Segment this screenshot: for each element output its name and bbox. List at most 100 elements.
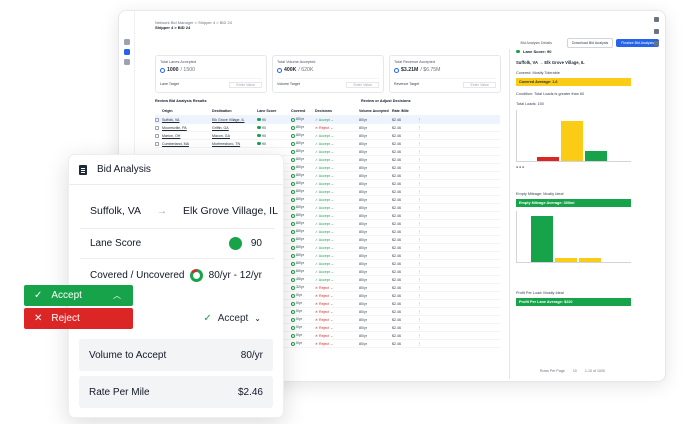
volume-target-input[interactable]: Enter Value bbox=[346, 82, 379, 88]
more-icon[interactable]: ⋮ bbox=[418, 197, 422, 202]
table-row[interactable]: 80/yr ✓ Accept ⌄ 80/yr $2.46 ⋮ bbox=[155, 180, 500, 188]
volume-cell[interactable]: 80/yr bbox=[359, 173, 367, 178]
rate-cell[interactable]: $2.46 bbox=[392, 341, 401, 346]
volume-cell[interactable]: 80/yr bbox=[359, 245, 367, 250]
destination-cell[interactable]: Macon, GA bbox=[212, 133, 230, 138]
rate-cell[interactable]: $2.46 bbox=[392, 285, 401, 290]
decision-select[interactable]: ✕ Reject ⌄ bbox=[315, 293, 334, 298]
decision-select[interactable]: ✓ Accept ⌄ bbox=[315, 277, 334, 282]
more-icon[interactable]: ⋮ bbox=[418, 245, 422, 250]
more-icon[interactable]: ⋮ bbox=[418, 189, 422, 194]
volume-cell[interactable]: 80/yr bbox=[359, 285, 367, 290]
table-row[interactable]: 80/yr ✓ Accept ⌄ 80/yr $2.46 ⋮ bbox=[155, 156, 500, 164]
rate-cell[interactable]: $2.46 bbox=[392, 197, 401, 202]
more-icon[interactable]: ⋮ bbox=[418, 133, 422, 138]
home-icon[interactable] bbox=[124, 39, 130, 45]
destination-cell[interactable]: Elk Grove Village, IL bbox=[212, 117, 245, 122]
rate-cell[interactable]: $2.46 bbox=[392, 317, 401, 322]
rate-cell[interactable]: $2.46 bbox=[392, 325, 401, 330]
more-icon[interactable]: ⋮ bbox=[418, 141, 422, 146]
volume-cell[interactable]: 80/yr bbox=[359, 253, 367, 258]
rate-cell[interactable]: $2.46 bbox=[392, 165, 401, 170]
rows-per-page-select[interactable]: 10 bbox=[572, 369, 577, 373]
decision-select[interactable]: ✕ Reject ⌄ bbox=[315, 301, 334, 306]
table-row[interactable]: 80/yr ✓ Accept ⌄ 80/yr $2.46 ⋮ bbox=[155, 252, 500, 260]
rate-cell[interactable]: $2.46 bbox=[392, 293, 401, 298]
decision-select[interactable]: ✓ Accept ⌄ bbox=[315, 197, 334, 202]
table-row[interactable]: Suffolk, VA Elk Grove Village, IL 90 80/yr ✓… bbox=[155, 116, 500, 124]
more-icon[interactable]: ⋮ bbox=[418, 325, 422, 330]
finalize-button[interactable]: Finalize Bid Analysis bbox=[616, 39, 659, 47]
rate-cell[interactable]: $2.46 bbox=[392, 221, 401, 226]
rate-cell[interactable]: $2.46 bbox=[392, 333, 401, 338]
origin-cell[interactable]: Mooresville, PA bbox=[162, 125, 187, 130]
volume-cell[interactable]: 80/yr bbox=[359, 293, 367, 298]
volume-cell[interactable]: 80/yr bbox=[359, 309, 367, 314]
volume-cell[interactable]: 80/yr bbox=[359, 333, 367, 338]
decision-select[interactable]: ✕ Reject ⌄ bbox=[315, 309, 334, 314]
row-checkbox[interactable] bbox=[155, 125, 159, 130]
rate-cell[interactable]: $2.46 bbox=[392, 277, 401, 282]
table-row[interactable]: Mooresville, PA Griffin, GA 90 80/yr ✕ Rejec… bbox=[155, 124, 500, 132]
decision-select[interactable]: ✓ Accept ⌄ bbox=[315, 245, 334, 250]
more-icon[interactable]: ⋮ bbox=[418, 205, 422, 210]
revenue-target-input[interactable]: Enter Value bbox=[463, 82, 496, 88]
chart-icon[interactable] bbox=[124, 59, 130, 65]
lane-target-input[interactable]: Enter Value bbox=[229, 82, 262, 88]
table-row[interactable]: 80/yr ✓ Accept ⌄ 80/yr $2.46 ⋮ bbox=[155, 260, 500, 268]
origin-cell[interactable]: Marion, OH bbox=[162, 133, 181, 138]
rate-cell[interactable]: $2.46 bbox=[392, 173, 401, 178]
table-row[interactable]: 0/yr ✕ Reject ⌄ 80/yr $2.46 ⋮ bbox=[155, 340, 500, 348]
rate-cell[interactable]: $2.46 bbox=[392, 237, 401, 242]
table-row[interactable]: 80/yr ✓ Accept ⌄ 80/yr $2.46 ⋮ bbox=[155, 236, 500, 244]
more-icon[interactable]: ⋮ bbox=[418, 229, 422, 234]
decision-select[interactable]: ✓ Accept ⌄ bbox=[315, 141, 334, 146]
bid-analysis-details-link[interactable]: Bid Analysis Details bbox=[520, 41, 552, 45]
decision-select[interactable]: ✓ Accept ⌄ bbox=[315, 149, 334, 154]
decision-select[interactable]: ✓ Accept ⌄ bbox=[315, 253, 334, 258]
decision-select[interactable]: ✕ Reject ⌄ bbox=[315, 333, 334, 338]
decision-select[interactable]: ✕ Reject ⌄ bbox=[315, 341, 334, 346]
table-row[interactable]: 0/yr ✕ Reject ⌄ 80/yr $2.46 ⋮ bbox=[155, 300, 500, 308]
rate-cell[interactable]: $2.46 bbox=[392, 157, 401, 162]
table-row[interactable]: 0/yr ✕ Reject ⌄ 80/yr $2.46 ⋮ bbox=[155, 292, 500, 300]
decision-select[interactable]: ✓ Accept ⌄ bbox=[315, 237, 334, 242]
table-row[interactable]: 80/yr ✓ Accept ⌄ 80/yr $2.46 ⋮ bbox=[155, 164, 500, 172]
table-row[interactable]: 0/yr ✕ Reject ⌄ 80/yr $2.46 ⋮ bbox=[155, 324, 500, 332]
rate-cell[interactable]: $2.46 bbox=[392, 149, 401, 154]
more-icon[interactable]: ⋮ bbox=[418, 317, 422, 322]
table-row[interactable]: 80/yr ✓ Accept ⌄ 80/yr $2.46 ⋮ bbox=[155, 172, 500, 180]
table-row[interactable]: 45/yr ✓ Accept ⌄ 80/yr $2.46 ⋮ bbox=[155, 276, 500, 284]
more-icon[interactable]: ⋮ bbox=[418, 341, 422, 346]
download-button[interactable]: Download Bid Analysis bbox=[566, 38, 614, 48]
decision-select[interactable]: ✕ Reject ⌄ bbox=[315, 325, 334, 330]
rate-cell[interactable]: $2.46 bbox=[392, 253, 401, 258]
decision-select[interactable]: ✕ Reject ⌄ bbox=[315, 285, 334, 290]
chevron-up-icon[interactable]: ︿ bbox=[113, 291, 121, 300]
settings-icon[interactable] bbox=[654, 17, 659, 22]
volume-cell[interactable]: 80/yr bbox=[359, 277, 367, 282]
more-icon[interactable]: ⋮ bbox=[418, 333, 422, 338]
rate-cell[interactable]: $2.46 bbox=[392, 245, 401, 250]
volume-value[interactable]: 80/yr bbox=[240, 349, 263, 361]
volume-cell[interactable]: 80/yr bbox=[359, 301, 367, 306]
table-row[interactable]: 0/yr ✕ Reject ⌄ 80/yr $2.46 ⋮ bbox=[155, 332, 500, 340]
table-row[interactable]: 80/yr ✓ Accept ⌄ 80/yr $2.46 ⋮ bbox=[155, 204, 500, 212]
table-row[interactable]: 80/yr ✓ Accept ⌄ 80/yr $2.46 ⋮ bbox=[155, 196, 500, 204]
volume-cell[interactable]: 80/yr bbox=[359, 341, 367, 346]
decision-select[interactable]: ✓ Accept ⌄ bbox=[315, 189, 334, 194]
more-icon[interactable]: ⋮ bbox=[418, 269, 422, 274]
volume-cell[interactable]: 80/yr bbox=[359, 205, 367, 210]
table-row[interactable]: 80/yr ✓ Accept ⌄ 80/yr $2.46 ⋮ bbox=[155, 244, 500, 252]
document-icon[interactable] bbox=[124, 49, 130, 55]
row-checkbox[interactable] bbox=[155, 133, 159, 138]
more-icon[interactable]: ⋮ bbox=[418, 181, 422, 186]
volume-cell[interactable]: 80/yr bbox=[359, 141, 367, 146]
volume-cell[interactable]: 80/yr bbox=[359, 317, 367, 322]
volume-cell[interactable]: 80/yr bbox=[359, 117, 367, 122]
decision-select[interactable]: ✓ Accept ⌄ bbox=[203, 312, 261, 324]
more-icon[interactable]: ⋮ bbox=[418, 149, 422, 154]
decision-select[interactable]: ✕ Reject ⌄ bbox=[315, 317, 334, 322]
more-icon[interactable]: ⋮ bbox=[418, 261, 422, 266]
table-row[interactable]: 80/yr ✓ Accept ⌄ 80/yr $2.46 ⋮ bbox=[155, 148, 500, 156]
